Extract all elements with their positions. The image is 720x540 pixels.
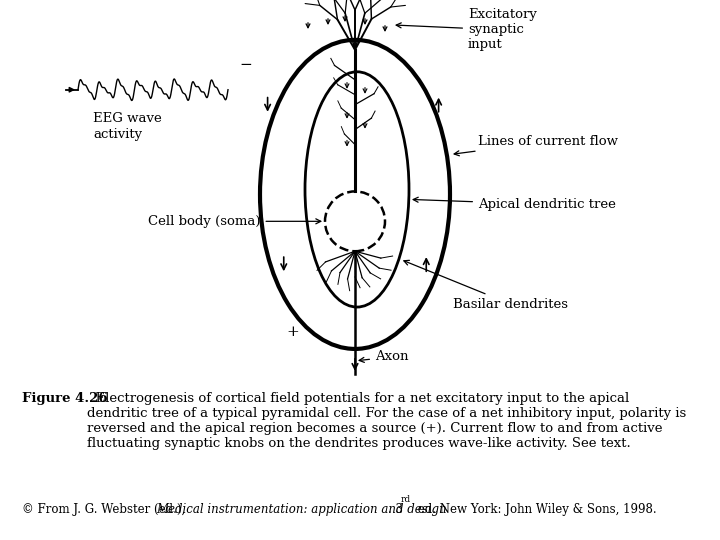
Text: Apical dendritic tree: Apical dendritic tree xyxy=(413,197,616,211)
Text: EEG wave
activity: EEG wave activity xyxy=(93,112,162,140)
Text: Electrogenesis of cortical field potentials for a net excitatory input to the ap: Electrogenesis of cortical field potenti… xyxy=(87,392,686,450)
Text: Lines of current flow: Lines of current flow xyxy=(454,135,618,156)
Text: Axon: Axon xyxy=(359,350,408,363)
Text: Cell body (soma): Cell body (soma) xyxy=(148,215,321,228)
Text: Figure 4.26: Figure 4.26 xyxy=(22,392,107,404)
Text: © From J. G. Webster (ed.),: © From J. G. Webster (ed.), xyxy=(22,503,189,516)
Text: Medical instrumentation: application and design: Medical instrumentation: application and… xyxy=(156,503,446,516)
Text: ed. New York: John Wiley & Sons, 1998.: ed. New York: John Wiley & Sons, 1998. xyxy=(414,503,657,516)
Text: . 3: . 3 xyxy=(388,503,403,516)
Text: +: + xyxy=(287,325,300,339)
Text: Basilar dendrites: Basilar dendrites xyxy=(404,260,568,310)
Text: Excitatory
synaptic
input: Excitatory synaptic input xyxy=(396,9,537,51)
Text: −: − xyxy=(240,58,253,72)
Text: rd: rd xyxy=(400,495,410,504)
